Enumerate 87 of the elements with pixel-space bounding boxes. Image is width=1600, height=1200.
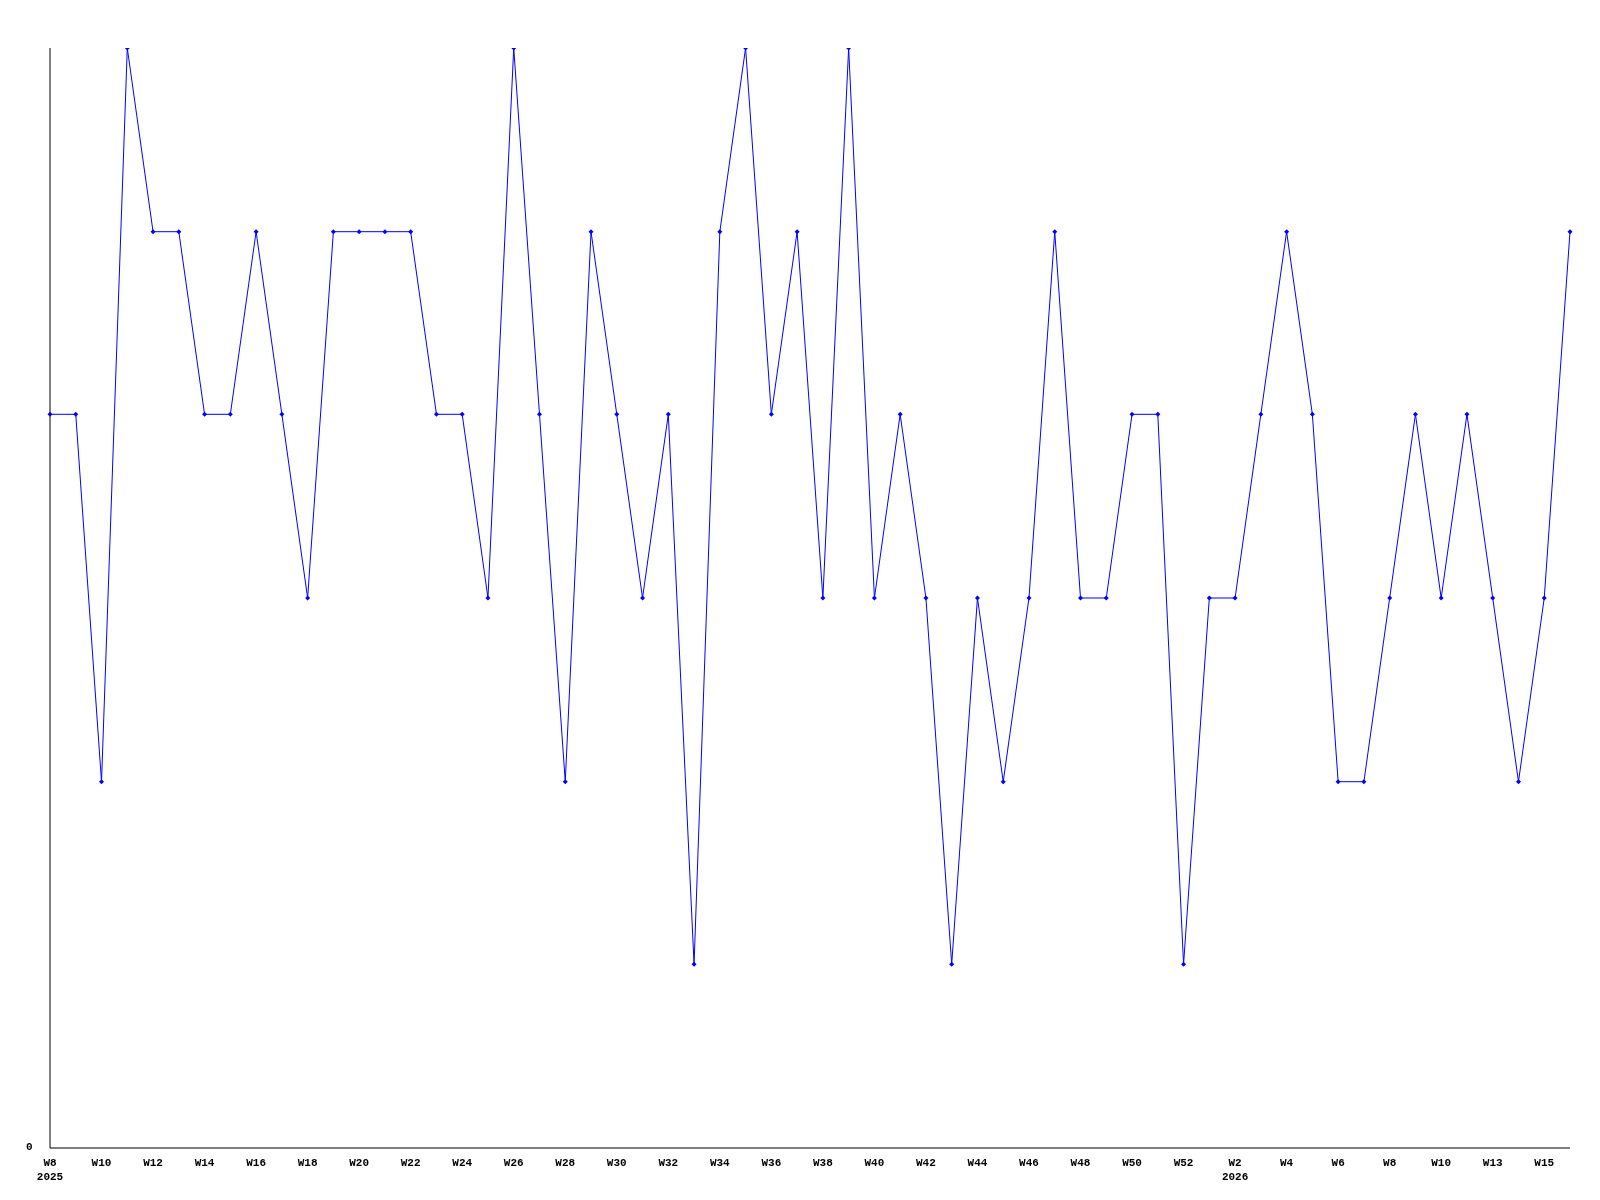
point [47, 411, 53, 417]
point [1515, 779, 1521, 785]
x-tick-label: W50 [1122, 1157, 1142, 1169]
point [1361, 779, 1367, 785]
x-tick-label: W40 [864, 1157, 885, 1169]
point [356, 229, 362, 235]
point [1284, 229, 1290, 235]
x-tick-label: W26 [503, 1157, 524, 1169]
x-tick-label: W15 [1534, 1157, 1555, 1169]
point [1026, 595, 1032, 601]
x-tick-label: W42 [916, 1157, 936, 1169]
point [1078, 595, 1084, 601]
point [1464, 411, 1470, 417]
point [614, 411, 620, 417]
point [923, 595, 929, 601]
point [794, 229, 800, 235]
x-tick-label: W4 [1280, 1157, 1294, 1169]
point [459, 411, 465, 417]
x-tick-label: W20 [349, 1157, 370, 1169]
x-tick-label: W38 [812, 1157, 834, 1169]
point [227, 411, 233, 417]
point [1155, 411, 1161, 417]
point [871, 595, 877, 601]
x-tick-label: W10 [91, 1157, 112, 1169]
point [691, 961, 697, 967]
point [949, 961, 955, 967]
point [1103, 595, 1109, 601]
point [73, 411, 79, 417]
point [665, 411, 671, 417]
x-tick-label: W16 [246, 1157, 267, 1169]
point [99, 779, 105, 785]
x-tick-label: W22 [400, 1157, 421, 1169]
x-tick-label: W44 [967, 1157, 988, 1169]
x-tick-label: W28 [555, 1157, 576, 1169]
point [485, 595, 491, 601]
point [330, 229, 336, 235]
x-tick-label: W48 [1070, 1157, 1091, 1169]
point [1052, 229, 1058, 235]
point [1258, 411, 1264, 417]
x-tick-label: W30 [606, 1157, 627, 1169]
point [176, 229, 182, 235]
text: 0 [26, 1141, 33, 1153]
point [820, 595, 826, 601]
point [1309, 411, 1315, 417]
point [717, 229, 723, 235]
point [253, 229, 259, 235]
x-tick-label: W8 2025 [36, 1157, 64, 1183]
x-tick-label: W13 [1482, 1157, 1504, 1169]
point [279, 411, 285, 417]
x-tick-label: W32 [658, 1157, 679, 1169]
point [1412, 411, 1418, 417]
point [588, 229, 594, 235]
point [1335, 779, 1341, 785]
point [408, 229, 414, 235]
point [1387, 595, 1393, 601]
x-tick-label: W8 [1383, 1157, 1397, 1169]
point [1000, 779, 1006, 785]
point [768, 411, 774, 417]
x-tick-label: W46 [1019, 1157, 1039, 1169]
point [305, 595, 311, 601]
point [974, 595, 980, 601]
point [897, 411, 903, 417]
x-tick-label: W2 2026 [1221, 1157, 1249, 1183]
point [1181, 961, 1187, 967]
x-tick-label: W6 [1331, 1157, 1345, 1169]
point [202, 411, 208, 417]
x-tick-label: W10 [1431, 1157, 1452, 1169]
x-tick-label: W12 [143, 1157, 163, 1169]
point [1438, 595, 1444, 601]
point [640, 595, 646, 601]
point [433, 411, 439, 417]
x-tick-label: W52 [1173, 1157, 1194, 1169]
x-tick-label: W34 [709, 1157, 731, 1169]
x-tick-label: W14 [194, 1157, 215, 1169]
point [1541, 595, 1547, 601]
point [1232, 595, 1238, 601]
point [562, 779, 568, 785]
point [1567, 229, 1573, 235]
x-tick-label: W18 [297, 1157, 318, 1169]
point [382, 229, 388, 235]
point [1206, 595, 1212, 601]
point [150, 229, 156, 235]
x-tick-label: W24 [452, 1157, 473, 1169]
x-tick-label: W36 [761, 1157, 782, 1169]
point [1490, 595, 1496, 601]
point [536, 411, 542, 417]
point [1129, 411, 1135, 417]
